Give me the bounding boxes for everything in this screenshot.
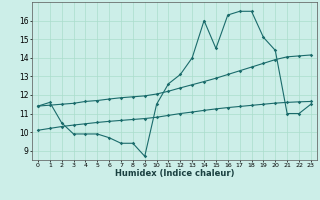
X-axis label: Humidex (Indice chaleur): Humidex (Indice chaleur): [115, 169, 234, 178]
